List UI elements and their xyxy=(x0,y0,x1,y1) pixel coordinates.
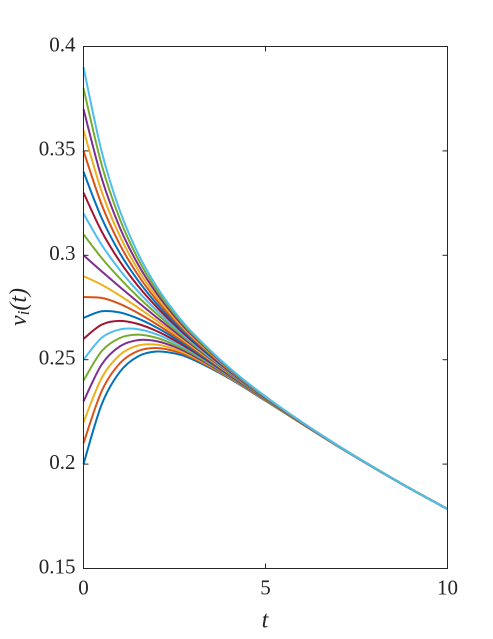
y-tick-label: 0.4 xyxy=(49,32,76,56)
x-tick-label: 5 xyxy=(260,575,271,599)
y-axis-label-main: v xyxy=(6,315,32,326)
lines xyxy=(82,67,448,510)
x-tick-label: 0 xyxy=(78,575,89,599)
y-tick-label: 0.15 xyxy=(39,554,76,578)
y-tick-label: 0.3 xyxy=(49,241,75,265)
y-tick-label: 0.25 xyxy=(39,346,76,370)
x-axis-label: t xyxy=(262,608,270,634)
y-tick-label: 0.35 xyxy=(39,137,76,161)
y-axis-label-arg: (t) xyxy=(6,288,32,311)
y-tick-label: 0.2 xyxy=(49,450,75,474)
series-line xyxy=(82,67,448,510)
y-axis-label-sub: i xyxy=(14,310,33,315)
x-tick-label: 10 xyxy=(437,575,458,599)
y-axis-label: vi(t) xyxy=(6,288,33,326)
